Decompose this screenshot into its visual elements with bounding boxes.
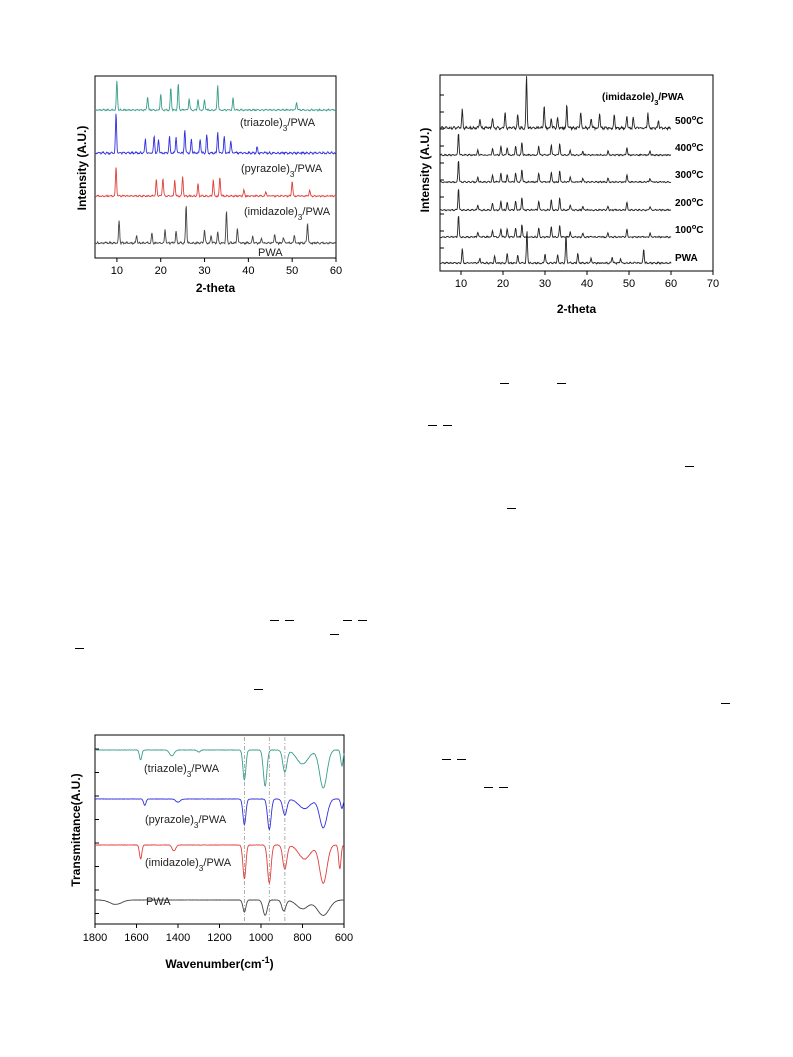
- x-tick-label-c: 1000: [249, 932, 273, 944]
- text-fragment-mark: [443, 425, 452, 426]
- series-line-b: [439, 189, 672, 212]
- series-label-a: (triazole)3/PWA: [240, 117, 316, 133]
- series-line-c: [95, 749, 345, 789]
- plot-frame-a: [94, 75, 337, 259]
- series-label-c: (pyrazole)3/PWA: [145, 814, 227, 830]
- series-line-a: [94, 206, 337, 246]
- text-fragment-mark: [557, 383, 566, 384]
- series-line-a: [94, 80, 337, 113]
- x-tick-label-b: 10: [455, 278, 467, 290]
- x-tick-label-b: 70: [707, 278, 719, 290]
- text-fragment-mark: [442, 759, 451, 760]
- series-label-b: 200oC: [675, 195, 704, 210]
- series-line-b: [439, 76, 672, 132]
- text-fragment-mark: [343, 620, 352, 621]
- series-label-a: PWA: [258, 247, 283, 259]
- series-line-b: [439, 216, 672, 239]
- y-axis-label-a: Intensity (A.U.): [75, 126, 89, 211]
- x-tick-label-a: 40: [242, 265, 254, 277]
- x-tick-label-b: 40: [581, 278, 593, 290]
- x-tick-label-a: 10: [111, 265, 123, 277]
- text-fragment-mark: [75, 648, 84, 649]
- x-tick-label-b: 60: [665, 278, 677, 290]
- series-line-a: [94, 167, 337, 198]
- text-fragment-mark: [330, 634, 339, 635]
- x-axis-label-a: 2-theta: [196, 281, 236, 295]
- plot-frame-b: [439, 74, 714, 272]
- text-fragment-mark: [270, 620, 279, 621]
- text-fragment-mark: [499, 787, 508, 788]
- text-fragment-mark: [685, 466, 694, 467]
- y-axis-label-c: Transmittance(A.U.): [69, 773, 83, 886]
- x-tick-label-a: 50: [286, 265, 298, 277]
- series-label-c: (triazole)3/PWA: [144, 763, 220, 779]
- series-line-c: [94, 798, 345, 831]
- x-tick-label-a: 20: [155, 265, 167, 277]
- series-label-b: 300oC: [675, 167, 704, 182]
- x-tick-label-b: 20: [497, 278, 509, 290]
- series-line-b: [440, 133, 672, 157]
- series-line-b: [439, 231, 672, 266]
- x-tick-label-b: 30: [539, 278, 551, 290]
- text-fragment-mark: [457, 759, 466, 760]
- series-line-c: [94, 844, 345, 885]
- text-fragment-mark: [721, 703, 730, 704]
- text-fragment-mark: [507, 508, 516, 509]
- x-tick-label-c: 1600: [124, 932, 148, 944]
- series-label-b: 400oC: [675, 140, 704, 155]
- series-line-c: [95, 899, 345, 917]
- x-tick-label-c: 1400: [166, 932, 190, 944]
- series-label-b: 100oC: [675, 222, 704, 237]
- series-label-a: (pyrazole)3/PWA: [241, 163, 323, 179]
- text-fragment-mark: [484, 787, 493, 788]
- text-fragment-mark: [285, 620, 294, 621]
- x-tick-label-c: 1200: [207, 932, 231, 944]
- series-line-a: [94, 113, 337, 156]
- x-tick-label-c: 1800: [83, 932, 107, 944]
- series-label-c: PWA: [146, 896, 171, 908]
- chart-title-b: (imidazole)3/PWA: [602, 92, 684, 107]
- series-label-c: (imidazole)3/PWA: [145, 857, 232, 873]
- y-axis-label-b: Intensity (A.U.): [418, 128, 432, 213]
- x-tick-label-a: 30: [198, 265, 210, 277]
- series-label-b: 500oC: [675, 113, 704, 128]
- x-tick-label-c: 600: [335, 932, 353, 944]
- series-label-b: PWA: [675, 253, 698, 264]
- plot-frame-c: [94, 734, 345, 925]
- text-fragment-mark: [254, 689, 263, 690]
- x-axis-label-b: 2-theta: [557, 302, 597, 316]
- x-tick-label-b: 50: [623, 278, 635, 290]
- text-fragment-mark: [428, 425, 437, 426]
- text-fragment-mark: [358, 620, 367, 621]
- series-label-a: (imidazole)3/PWA: [244, 206, 331, 222]
- text-fragment-mark: [500, 383, 509, 384]
- x-tick-label-c: 800: [293, 932, 311, 944]
- x-axis-label-c: Wavenumber(cm-1): [165, 955, 273, 971]
- series-line-b: [439, 160, 672, 184]
- x-tick-label-a: 60: [330, 265, 342, 277]
